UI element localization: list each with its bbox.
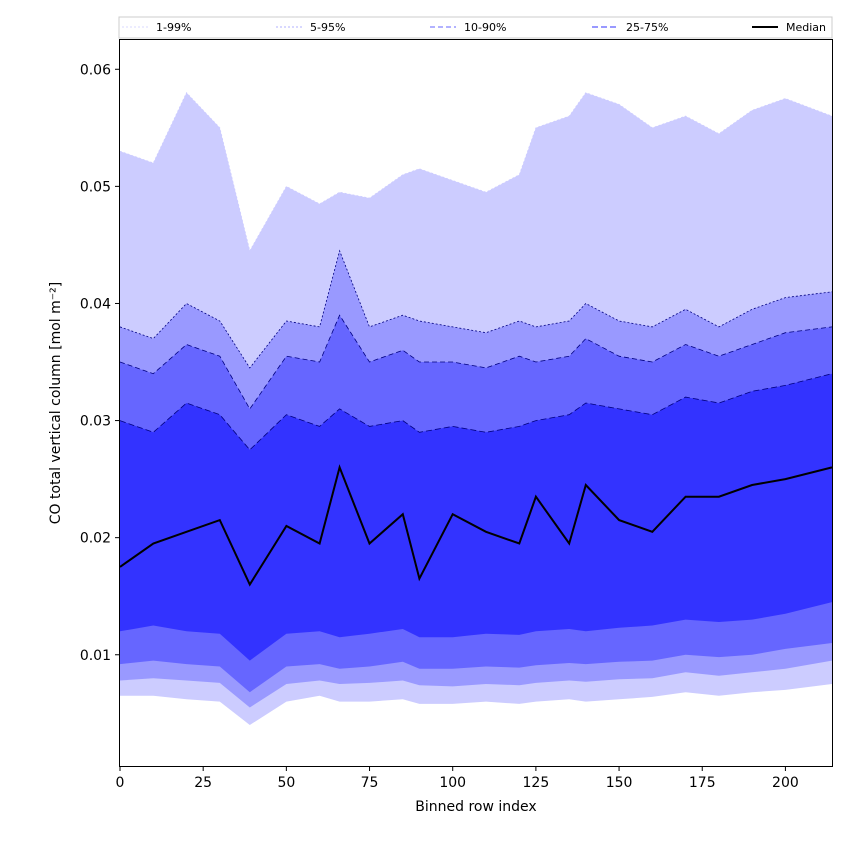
y-axis-label: CO total vertical column [mol m⁻²] [48,282,64,524]
x-tick-label: 50 [277,775,295,791]
x-tick-label: 150 [606,775,633,791]
band-25-75pct [120,373,832,661]
x-tick-label: 25 [194,775,212,791]
median-line [119,464,833,587]
legend-label: 5-95% [310,21,345,34]
legend: 1-99% 5-95% 10-90% 25-75% Median [118,16,833,39]
x-tick-label: 175 [689,775,716,791]
upper-line-1-99pct [119,92,833,252]
y-axis: 0.01 0.02 0.03 0.04 0.05 0.06 [80,62,120,664]
y-tick-label: 0.02 [80,531,111,547]
upper-line-5-95pct [119,249,833,369]
x-tick-label: 75 [361,775,379,791]
percentile-lines [119,92,833,451]
y-tick-label: 0.04 [80,296,111,312]
upper-line-10-90pct [119,314,833,410]
x-tick-label: 100 [439,775,466,791]
bands [120,92,832,725]
legend-label: 25-75% [626,21,668,34]
plot-frame [119,39,833,767]
x-tick-label: 125 [523,775,550,791]
upper-line-25-75pct [119,373,833,451]
x-tick-label: 200 [772,775,799,791]
y-tick-label: 0.01 [80,648,111,664]
y-tick-label: 0.06 [80,62,111,78]
legend-label: 10-90% [464,21,506,34]
y-tick-label: 0.05 [80,179,111,195]
legend-label: Median [786,21,826,34]
x-axis-label: Binned row index [415,799,536,815]
y-tick-label: 0.03 [80,414,111,430]
x-axis: 0 25 50 75 100 125 150 175 200 [116,766,799,791]
legend-label: 1-99% [156,21,191,34]
x-tick-label: 0 [116,775,125,791]
legend-box [118,16,833,39]
